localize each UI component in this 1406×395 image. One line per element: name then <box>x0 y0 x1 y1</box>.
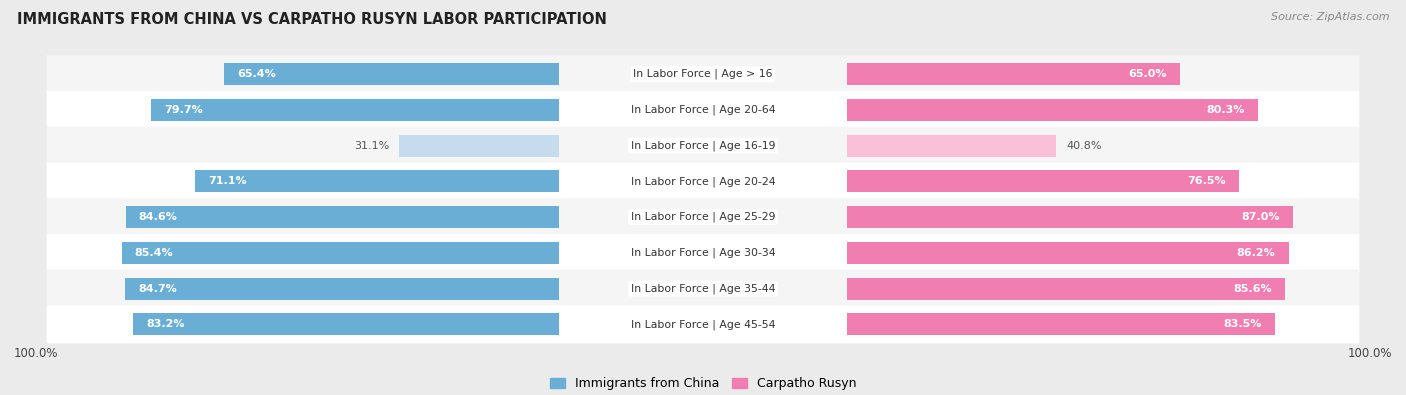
FancyBboxPatch shape <box>46 305 1360 343</box>
Bar <box>121 242 558 264</box>
Text: 40.8%: 40.8% <box>1066 141 1101 150</box>
Text: 86.2%: 86.2% <box>1237 248 1275 258</box>
Text: Source: ZipAtlas.com: Source: ZipAtlas.com <box>1271 12 1389 22</box>
Text: 84.6%: 84.6% <box>139 212 177 222</box>
Bar <box>195 170 558 192</box>
Text: In Labor Force | Age 30-34: In Labor Force | Age 30-34 <box>631 248 775 258</box>
Text: In Labor Force | Age > 16: In Labor Force | Age > 16 <box>633 69 773 79</box>
Text: 71.1%: 71.1% <box>208 177 246 186</box>
Text: IMMIGRANTS FROM CHINA VS CARPATHO RUSYN LABOR PARTICIPATION: IMMIGRANTS FROM CHINA VS CARPATHO RUSYN … <box>17 12 607 27</box>
Text: 87.0%: 87.0% <box>1241 212 1279 222</box>
Text: 79.7%: 79.7% <box>165 105 202 115</box>
Text: 84.7%: 84.7% <box>138 284 177 293</box>
Bar <box>848 313 1275 335</box>
FancyBboxPatch shape <box>46 198 1360 236</box>
Bar <box>150 99 558 121</box>
Bar <box>399 135 558 157</box>
FancyBboxPatch shape <box>46 270 1360 308</box>
Text: In Labor Force | Age 20-24: In Labor Force | Age 20-24 <box>631 176 775 187</box>
Bar <box>125 206 558 228</box>
Text: 31.1%: 31.1% <box>354 141 389 150</box>
Text: In Labor Force | Age 25-29: In Labor Force | Age 25-29 <box>631 212 775 222</box>
Text: In Labor Force | Age 16-19: In Labor Force | Age 16-19 <box>631 141 775 151</box>
Bar <box>132 313 558 335</box>
FancyBboxPatch shape <box>46 234 1360 272</box>
Bar <box>848 135 1056 157</box>
FancyBboxPatch shape <box>46 127 1360 165</box>
Text: 80.3%: 80.3% <box>1206 105 1246 115</box>
Text: 85.4%: 85.4% <box>135 248 173 258</box>
Text: 100.0%: 100.0% <box>1347 346 1392 359</box>
Text: 100.0%: 100.0% <box>14 346 59 359</box>
Bar <box>848 63 1180 85</box>
Bar <box>125 278 558 300</box>
FancyBboxPatch shape <box>46 91 1360 129</box>
Bar <box>848 170 1239 192</box>
Text: In Labor Force | Age 35-44: In Labor Force | Age 35-44 <box>631 283 775 294</box>
Legend: Immigrants from China, Carpatho Rusyn: Immigrants from China, Carpatho Rusyn <box>544 372 862 395</box>
Bar <box>224 63 558 85</box>
Text: 76.5%: 76.5% <box>1187 177 1226 186</box>
Bar <box>848 206 1292 228</box>
Bar <box>848 242 1288 264</box>
FancyBboxPatch shape <box>46 55 1360 93</box>
Text: In Labor Force | Age 20-64: In Labor Force | Age 20-64 <box>631 105 775 115</box>
Bar <box>848 99 1258 121</box>
Bar <box>848 278 1285 300</box>
FancyBboxPatch shape <box>46 162 1360 200</box>
Text: 83.5%: 83.5% <box>1223 320 1261 329</box>
Text: 83.2%: 83.2% <box>146 320 184 329</box>
Text: In Labor Force | Age 45-54: In Labor Force | Age 45-54 <box>631 319 775 329</box>
Text: 65.4%: 65.4% <box>238 69 276 79</box>
Text: 85.6%: 85.6% <box>1233 284 1272 293</box>
Text: 65.0%: 65.0% <box>1129 69 1167 79</box>
